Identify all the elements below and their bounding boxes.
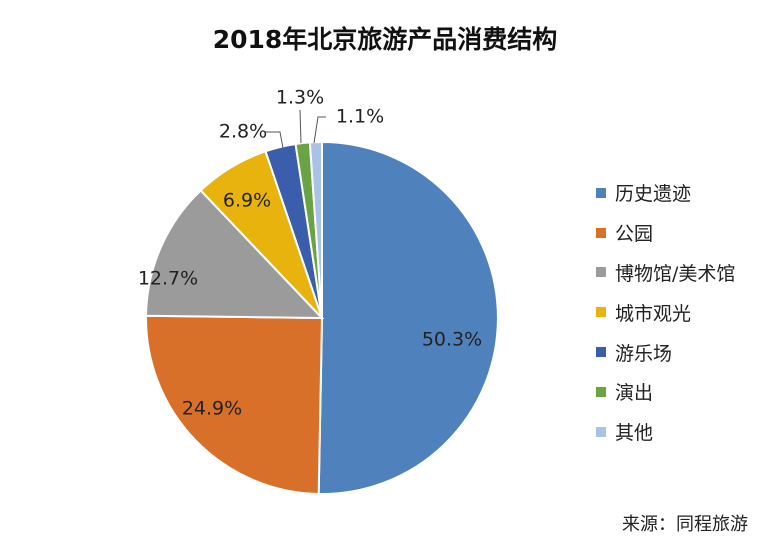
pie-slice (308, 140, 323, 319)
legend-label: 游乐场 (615, 342, 673, 365)
chart-title: 2018年北京旅游产品消费结构 (212, 25, 558, 54)
legend-swatch (596, 267, 606, 278)
legend-swatch (596, 426, 606, 437)
legend-item: 游乐场 (596, 332, 735, 372)
pie-slice (144, 189, 325, 320)
data-label: 24.9% (182, 398, 242, 420)
legend-swatch (596, 227, 606, 238)
data-label: 2.8% (219, 121, 267, 143)
legend-item: 历史遗迹 (596, 173, 735, 213)
legend-item: 公园 (596, 213, 735, 253)
legend-item: 其他 (596, 412, 735, 452)
legend-label: 历史遗迹 (615, 183, 692, 206)
legend-label: 博物馆/美术馆 (615, 262, 736, 285)
legend-label: 其他 (615, 422, 654, 445)
legend-swatch (596, 386, 606, 397)
legend-label: 城市观光 (615, 302, 692, 325)
legend: 历史遗迹公园博物馆/美术馆 城市观光游乐场演出其他 (596, 173, 735, 452)
leader-line (313, 116, 326, 144)
source-note: 来源：同程旅游 (622, 514, 748, 535)
data-label: 1.1% (336, 106, 384, 128)
legend-item: 城市观光 (596, 292, 735, 332)
legend-swatch (596, 187, 606, 198)
data-label: 6.9% (223, 190, 271, 212)
legend-label: 演出 (615, 382, 654, 405)
data-label: 50.3% (422, 329, 482, 351)
legend-item: 演出 (596, 372, 735, 412)
pie-slice (317, 140, 499, 495)
leader-line (265, 131, 284, 149)
legend-label: 公园 (615, 223, 654, 246)
data-label: 12.7% (138, 268, 198, 290)
data-label: 1.3% (276, 87, 324, 109)
legend-item: 博物馆/美术馆 (596, 253, 735, 293)
pie-slice (145, 314, 324, 495)
legend-swatch (596, 347, 606, 358)
legend-swatch (596, 307, 606, 318)
leader-line (299, 109, 302, 144)
